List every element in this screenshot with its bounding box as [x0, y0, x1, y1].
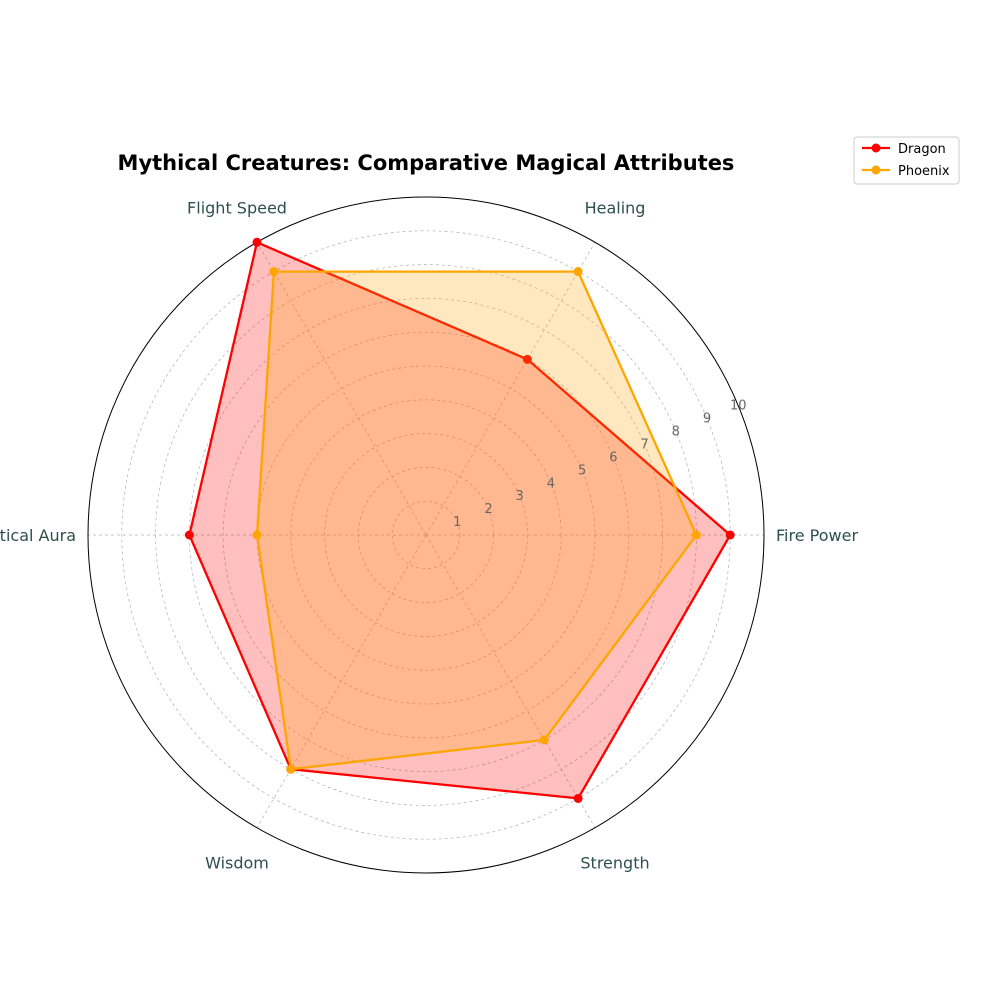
category-label: Strength	[580, 853, 649, 872]
radial-tick-label: 2	[484, 502, 492, 517]
data-point-dragon-2	[252, 237, 262, 247]
legend-marker-dragon	[871, 143, 881, 153]
data-point-phoenix-4	[286, 764, 296, 774]
polar-frame	[87, 196, 765, 874]
category-label: Flight Speed	[187, 199, 287, 218]
data-point-dragon-1	[522, 354, 532, 364]
radial-tick-label: 10	[730, 399, 747, 414]
grid-spoke	[425, 242, 596, 536]
radial-tick-label: 4	[547, 476, 555, 491]
radial-tick-label: 7	[640, 437, 648, 452]
radial-tick-label: 9	[703, 412, 711, 427]
label-layer: 1 2 3 4 5 6 7 8 9 10 Fire Power Healing Flight Speed…	[0, 199, 858, 873]
legend: Dragon Phoenix	[853, 136, 960, 185]
legend-label-dragon: Dragon	[898, 142, 946, 157]
category-label: Fire Power	[776, 526, 858, 545]
grid-circle	[290, 399, 562, 671]
legend-marker-phoenix	[871, 165, 881, 175]
radial-tick-label: 5	[578, 463, 586, 478]
data-point-phoenix-3	[252, 530, 262, 540]
legend-label-phoenix: Phoenix	[898, 164, 950, 179]
category-label: Mystical Aura	[0, 526, 76, 545]
data-point-dragon-3	[184, 530, 194, 540]
grid-spoke	[425, 534, 596, 828]
data-point-phoenix-1	[573, 267, 583, 277]
series-area-phoenix	[257, 271, 697, 770]
grid-circle	[391, 500, 461, 570]
series-area-dragon	[189, 242, 731, 799]
data-point-phoenix-0	[691, 530, 701, 540]
data-point-phoenix-2	[269, 267, 279, 277]
grid-layer	[87, 196, 765, 874]
grid-spoke	[256, 534, 427, 828]
data-point-dragon-5	[573, 793, 583, 803]
radial-tick-label: 3	[516, 489, 524, 504]
data-point-phoenix-5	[539, 735, 549, 745]
grid-spoke	[256, 242, 427, 536]
grid-circle	[324, 433, 528, 637]
chart-title: Mythical Creatures: Comparative Magical …	[118, 151, 735, 175]
data-point-dragon-0	[725, 530, 735, 540]
radial-tick-label: 8	[672, 425, 680, 440]
radial-tick-label: 1	[453, 515, 461, 530]
grid-circle	[222, 331, 630, 739]
series-layer	[184, 237, 735, 803]
radial-tick-label: 6	[609, 450, 617, 465]
category-label: Wisdom	[205, 853, 269, 872]
category-label: Healing	[585, 199, 646, 218]
